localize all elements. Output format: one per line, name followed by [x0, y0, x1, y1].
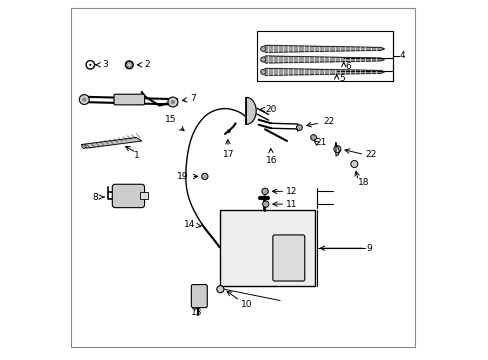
Circle shape [167, 97, 178, 107]
Circle shape [260, 69, 265, 75]
FancyBboxPatch shape [272, 235, 304, 281]
Text: 6: 6 [345, 62, 351, 71]
Text: 17: 17 [223, 140, 234, 159]
Circle shape [170, 100, 175, 104]
Bar [256, 31, 392, 81]
Polygon shape [260, 45, 384, 53]
Circle shape [89, 64, 91, 66]
Circle shape [260, 57, 265, 62]
Text: 16: 16 [265, 148, 277, 165]
Circle shape [296, 125, 302, 130]
Text: 8: 8 [93, 193, 104, 202]
Polygon shape [335, 143, 339, 156]
Circle shape [260, 46, 265, 51]
Text: 7: 7 [182, 94, 196, 103]
Text: 1: 1 [133, 151, 139, 160]
Circle shape [226, 129, 230, 133]
Text: 5: 5 [338, 75, 344, 84]
Text: 9: 9 [366, 244, 371, 253]
Circle shape [216, 285, 224, 293]
Circle shape [81, 144, 86, 148]
Bar [219, 210, 315, 286]
Text: 2: 2 [137, 60, 150, 69]
Text: 22: 22 [306, 117, 334, 127]
Circle shape [125, 61, 133, 69]
Circle shape [310, 135, 316, 140]
FancyBboxPatch shape [112, 184, 144, 208]
Circle shape [127, 63, 131, 67]
Text: 20: 20 [260, 105, 277, 114]
Circle shape [79, 95, 89, 104]
Text: 12: 12 [286, 187, 297, 196]
Circle shape [262, 201, 268, 207]
Bar [140, 192, 147, 199]
Circle shape [333, 145, 340, 153]
Text: 4: 4 [399, 51, 405, 60]
Text: 11: 11 [286, 199, 297, 208]
Text: 21: 21 [315, 138, 326, 147]
Polygon shape [260, 68, 384, 76]
FancyBboxPatch shape [191, 284, 207, 307]
Circle shape [350, 161, 357, 168]
Circle shape [262, 188, 268, 194]
Text: 3: 3 [96, 60, 107, 69]
Text: 13: 13 [190, 309, 202, 318]
Text: 15: 15 [164, 115, 183, 131]
Text: 18: 18 [357, 178, 368, 187]
Polygon shape [81, 138, 142, 148]
Circle shape [82, 98, 86, 102]
Text: 14: 14 [183, 220, 201, 229]
Text: 19: 19 [177, 172, 197, 181]
Text: 10: 10 [241, 300, 252, 309]
Circle shape [201, 173, 207, 180]
Text: 22: 22 [364, 150, 375, 159]
Polygon shape [246, 98, 256, 124]
Polygon shape [260, 56, 384, 63]
FancyBboxPatch shape [114, 94, 144, 105]
